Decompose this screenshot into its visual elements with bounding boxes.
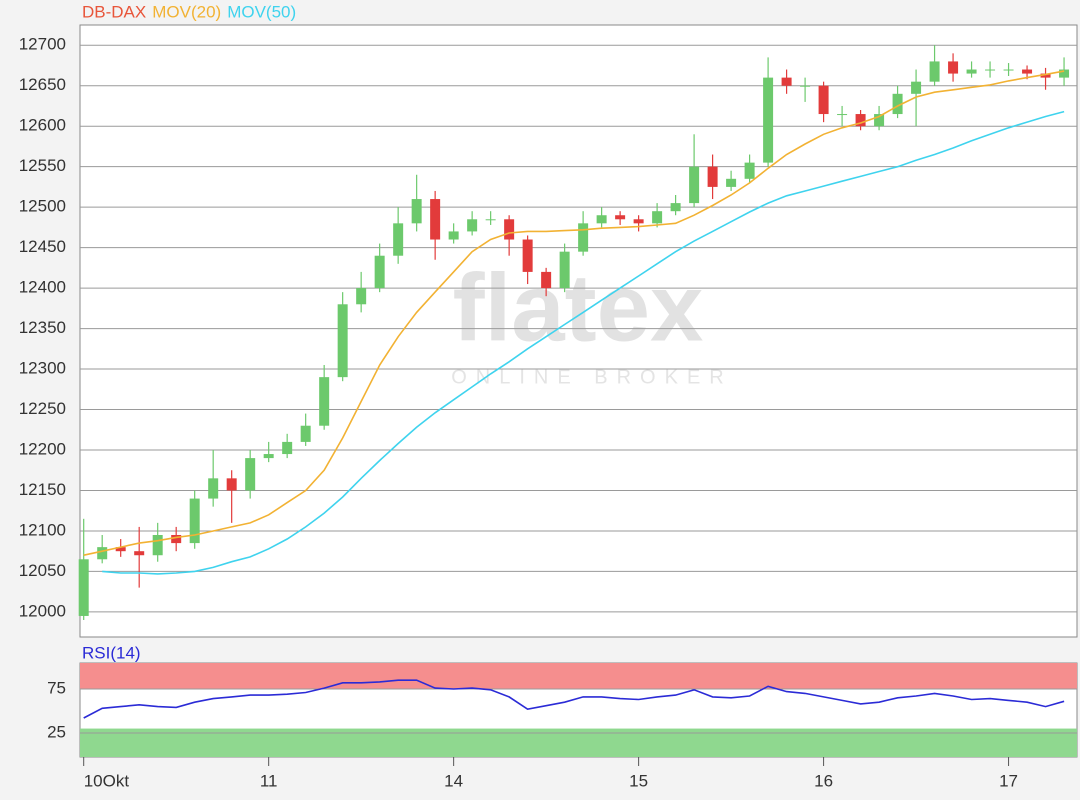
legend-entry: DB-DAX — [82, 2, 146, 21]
overbought-zone — [80, 663, 1077, 689]
y-tick-label: 25 — [47, 722, 66, 741]
candle-body — [726, 178, 737, 187]
candle-body — [245, 458, 256, 491]
candle-body — [763, 77, 774, 163]
candle-body — [800, 85, 811, 87]
candle-body — [578, 223, 589, 252]
watermark-subtitle: ONLINE BROKER — [451, 366, 732, 388]
line — [102, 110, 1065, 575]
line — [83, 679, 1065, 719]
y-tick-label: 75 — [47, 678, 66, 697]
y-tick-label: 12300 — [19, 359, 66, 378]
x-tick-label: 16 — [814, 771, 833, 790]
candle-body — [300, 425, 311, 442]
legend-entry: MOV(50) — [227, 2, 296, 21]
candle-body — [467, 219, 478, 232]
y-tick-label: 12250 — [19, 399, 66, 418]
candle-body — [430, 199, 441, 240]
candle-body — [559, 251, 570, 289]
candle-body — [208, 478, 219, 499]
line — [83, 70, 1065, 556]
y-tick-label: 12000 — [19, 601, 66, 620]
candle-body — [541, 271, 552, 289]
candle-body — [633, 219, 644, 224]
candle-body — [226, 478, 237, 491]
y-tick-label: 12350 — [19, 318, 66, 337]
legend-entry: MOV(20) — [152, 2, 221, 21]
candle-body — [707, 166, 718, 187]
candle-body — [744, 162, 755, 179]
candle-body — [874, 114, 885, 127]
price-plot — [79, 24, 1078, 638]
candle-body — [337, 304, 348, 378]
candle-body — [652, 211, 663, 224]
candle-body — [855, 114, 866, 127]
watermark-title: flatex — [453, 254, 704, 361]
candle-body — [818, 85, 829, 115]
candle-body — [1040, 73, 1051, 78]
y-tick-label: 12450 — [19, 237, 66, 256]
candle-body — [615, 215, 626, 220]
candle-body — [152, 535, 163, 556]
candle-body — [966, 69, 977, 74]
candle-body — [911, 81, 922, 94]
candle-body — [319, 377, 330, 426]
y-tick-label: 12550 — [19, 156, 66, 175]
candle-body — [837, 114, 848, 116]
candle-body — [485, 219, 496, 221]
candle-body — [115, 547, 126, 552]
candle-body — [670, 203, 681, 212]
candle-body — [411, 199, 422, 224]
x-tick-label: 17 — [999, 771, 1018, 790]
candle-body — [948, 61, 959, 74]
candle-body — [374, 255, 385, 289]
y-tick-label: 12200 — [19, 439, 66, 458]
candle-body — [282, 441, 293, 455]
candle-body — [781, 77, 792, 86]
candle-body — [1022, 69, 1033, 74]
candle-body — [1003, 69, 1014, 71]
x-tick-label: 15 — [629, 771, 648, 790]
candle-body — [522, 239, 533, 272]
x-tick-label: 10Okt — [84, 771, 130, 790]
candle-body — [985, 69, 996, 71]
candle-body — [892, 93, 903, 115]
candle-body — [78, 559, 89, 616]
candle-body — [134, 551, 145, 556]
candle-body — [393, 223, 404, 256]
x-tick-label: 14 — [444, 771, 463, 790]
candle-body — [596, 215, 607, 224]
y-tick-label: 12600 — [19, 116, 66, 135]
y-tick-label: 12500 — [19, 197, 66, 216]
candle-body — [504, 219, 515, 240]
y-tick-label: 12100 — [19, 520, 66, 539]
candle-body — [171, 535, 182, 544]
candle-body — [97, 547, 108, 560]
candle-body — [448, 231, 459, 240]
y-tick-label: 12150 — [19, 480, 66, 499]
candle-body — [263, 454, 274, 459]
candle-body — [356, 288, 367, 305]
y-tick-label: 12400 — [19, 278, 66, 297]
candle-body — [689, 166, 700, 204]
x-tick-label: 11 — [260, 771, 278, 790]
candle-body — [929, 61, 940, 82]
candle-body — [189, 498, 200, 544]
y-tick-label: 12650 — [19, 75, 66, 94]
candle-body — [1059, 69, 1070, 78]
y-tick-label: 12050 — [19, 561, 66, 580]
legend-entry: RSI(14) — [82, 643, 141, 662]
y-tick-label: 12700 — [19, 35, 66, 54]
